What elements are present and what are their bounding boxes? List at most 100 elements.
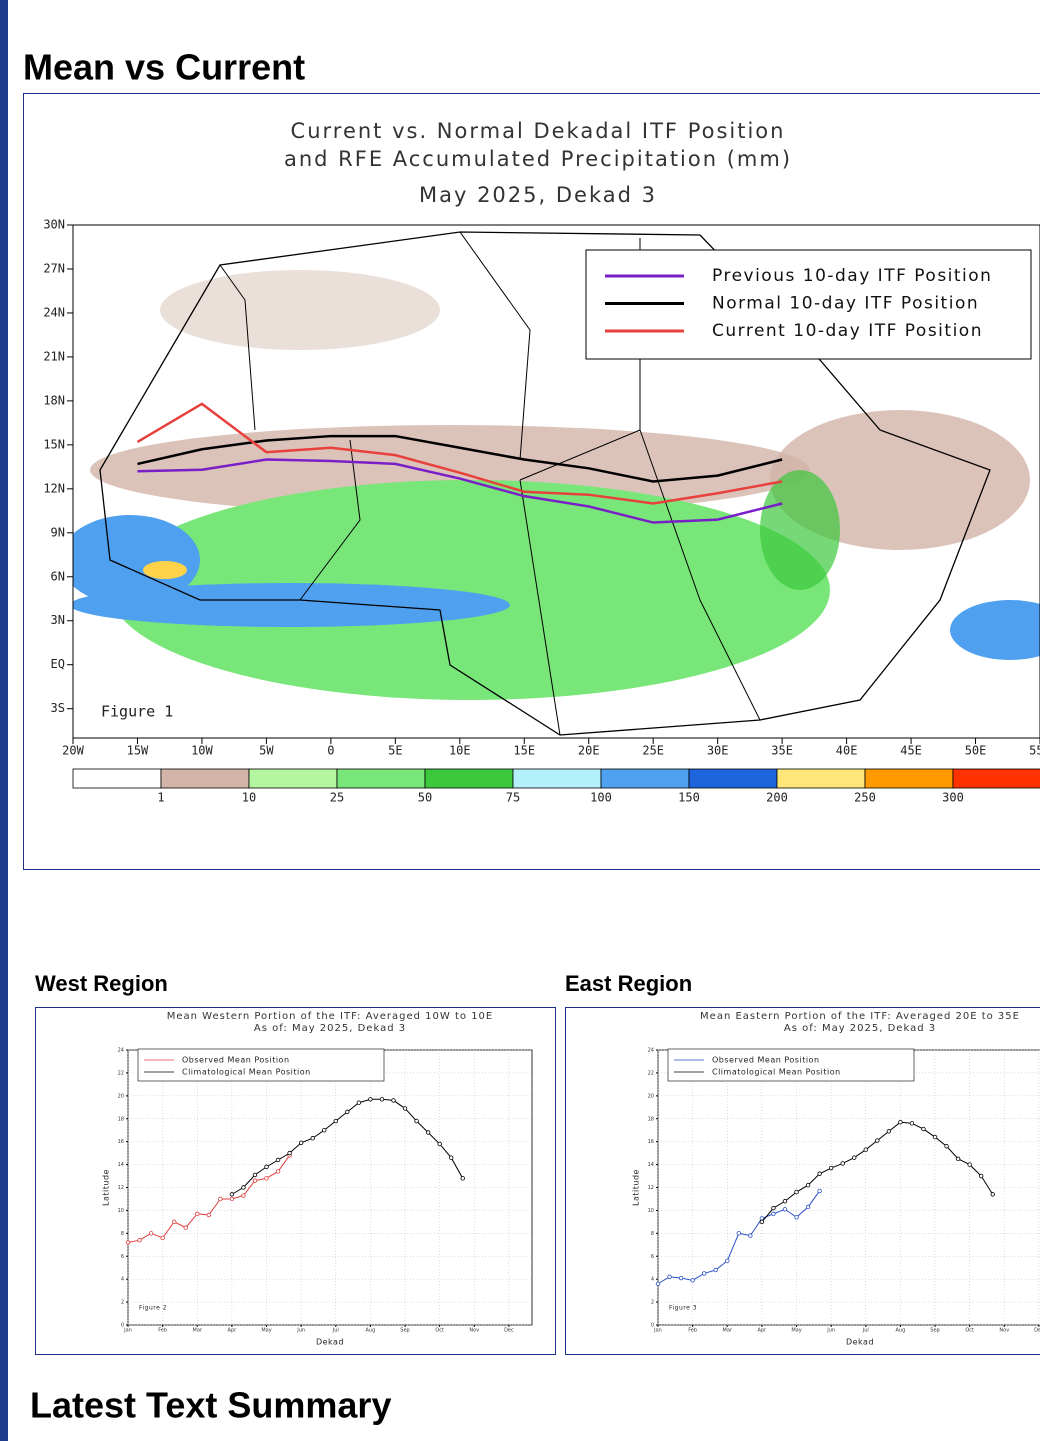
- y-axis-label: Latitude: [102, 1169, 111, 1206]
- rain-area: [760, 470, 840, 590]
- y-tick-label: 12: [648, 1185, 654, 1191]
- point: [921, 1126, 926, 1132]
- x-tick-label: May: [261, 1328, 271, 1334]
- y-tick-label: 6N: [51, 569, 65, 583]
- rain-area: [110, 480, 830, 700]
- legend-box: [667, 1048, 915, 1082]
- point: [229, 1196, 235, 1202]
- y-tick-label: 10: [118, 1208, 124, 1214]
- point: [667, 1274, 672, 1280]
- y-tick-label: 12: [118, 1185, 124, 1191]
- x-tick-label: Aug: [896, 1328, 906, 1334]
- x-tick-label: Dec: [1034, 1328, 1040, 1334]
- y-tick-label: 0: [651, 1323, 654, 1329]
- point: [828, 1165, 834, 1171]
- y-tick-label: 16: [648, 1139, 654, 1145]
- y-tick-label: 3S: [51, 701, 65, 715]
- coastline: [99, 231, 991, 736]
- point: [333, 1118, 338, 1124]
- annotation: Figure 2: [139, 1305, 167, 1312]
- x-tick-label: 50E: [965, 744, 987, 758]
- point: [805, 1204, 811, 1210]
- point: [771, 1211, 776, 1217]
- rain-area: [160, 270, 440, 350]
- x-tick-label: 0: [327, 744, 334, 758]
- y-tick-label: 18: [118, 1116, 124, 1122]
- point: [148, 1231, 154, 1236]
- point: [771, 1205, 776, 1211]
- x-tick-label: Nov: [999, 1328, 1009, 1334]
- point: [368, 1097, 373, 1102]
- x-tick-label: Jul: [332, 1328, 339, 1334]
- y-tick-label: 22: [648, 1070, 654, 1076]
- annotation: Figure 1: [101, 703, 173, 721]
- point: [252, 1172, 258, 1178]
- annotation: Figure 3: [669, 1305, 697, 1312]
- x-tick-label: Jun: [826, 1328, 835, 1334]
- y-tick-label: 30N: [43, 218, 65, 232]
- y-tick-label: 14: [648, 1162, 654, 1168]
- x-tick-label: 10W: [191, 744, 213, 758]
- point: [356, 1100, 362, 1105]
- region-heading: West Region: [35, 971, 168, 996]
- point: [655, 1281, 661, 1286]
- colorbar-label: 200: [766, 791, 788, 805]
- point: [322, 1128, 327, 1133]
- y-tick-label: 0: [121, 1323, 124, 1329]
- y-tick-label: 27N: [43, 261, 65, 275]
- y-tick-label: 16: [118, 1139, 124, 1145]
- legend-label: Observed Mean Position: [712, 1056, 820, 1065]
- x-tick-label: Dec: [504, 1328, 514, 1334]
- colorbar-label: 75: [506, 791, 520, 805]
- x-tick-label: Feb: [158, 1328, 167, 1334]
- point: [979, 1173, 984, 1179]
- point: [748, 1233, 753, 1238]
- point: [852, 1155, 857, 1160]
- point: [909, 1121, 915, 1126]
- point: [990, 1192, 995, 1197]
- rain-area: [143, 561, 187, 579]
- x-tick-label: Apr: [758, 1328, 768, 1334]
- map-background: [73, 225, 1040, 738]
- point: [725, 1258, 730, 1264]
- x-tick-label: 20E: [578, 744, 600, 758]
- colorbar-label: 250: [854, 791, 876, 805]
- x-tick-label: 40E: [836, 744, 858, 758]
- point: [241, 1193, 246, 1198]
- series-line: [137, 434, 783, 483]
- legend-box: [137, 1048, 385, 1082]
- colorbar-label: 10: [242, 791, 256, 805]
- point: [840, 1161, 845, 1166]
- rain-area: [73, 583, 510, 627]
- x-tick-label: 55E: [1029, 744, 1040, 758]
- point: [932, 1134, 938, 1140]
- point: [875, 1138, 880, 1143]
- legend-label: Observed Mean Position: [182, 1056, 290, 1065]
- x-axis-label: Dekad: [316, 1338, 344, 1347]
- y-tick-label: 18: [648, 1116, 654, 1122]
- y-tick-label: 18N: [43, 393, 65, 407]
- x-tick-label: 10E: [449, 744, 471, 758]
- point: [171, 1219, 177, 1225]
- rain-area: [950, 600, 1040, 660]
- y-tick-label: 24: [118, 1048, 124, 1054]
- point: [805, 1183, 811, 1188]
- chart-title: Current vs. Normal Dekadal ITF Position: [291, 119, 786, 143]
- x-tick-label: Nov: [469, 1328, 479, 1334]
- point: [310, 1136, 315, 1141]
- colorbar-label: 300: [942, 791, 964, 805]
- point: [817, 1171, 822, 1176]
- y-tick-label: 2: [121, 1300, 124, 1306]
- y-tick-label: 22: [118, 1070, 124, 1076]
- point: [264, 1164, 269, 1170]
- colorbar-swatch: [776, 768, 866, 789]
- legend-label: Climatological Mean Position: [182, 1068, 311, 1077]
- point: [425, 1130, 431, 1135]
- point: [863, 1147, 868, 1152]
- point: [183, 1225, 188, 1230]
- legend-label: Current 10-day ITF Position: [712, 321, 983, 341]
- y-tick-label: 14: [118, 1162, 124, 1168]
- x-tick-label: May: [791, 1328, 801, 1334]
- y-tick-label: 6: [651, 1254, 654, 1260]
- point: [944, 1144, 949, 1149]
